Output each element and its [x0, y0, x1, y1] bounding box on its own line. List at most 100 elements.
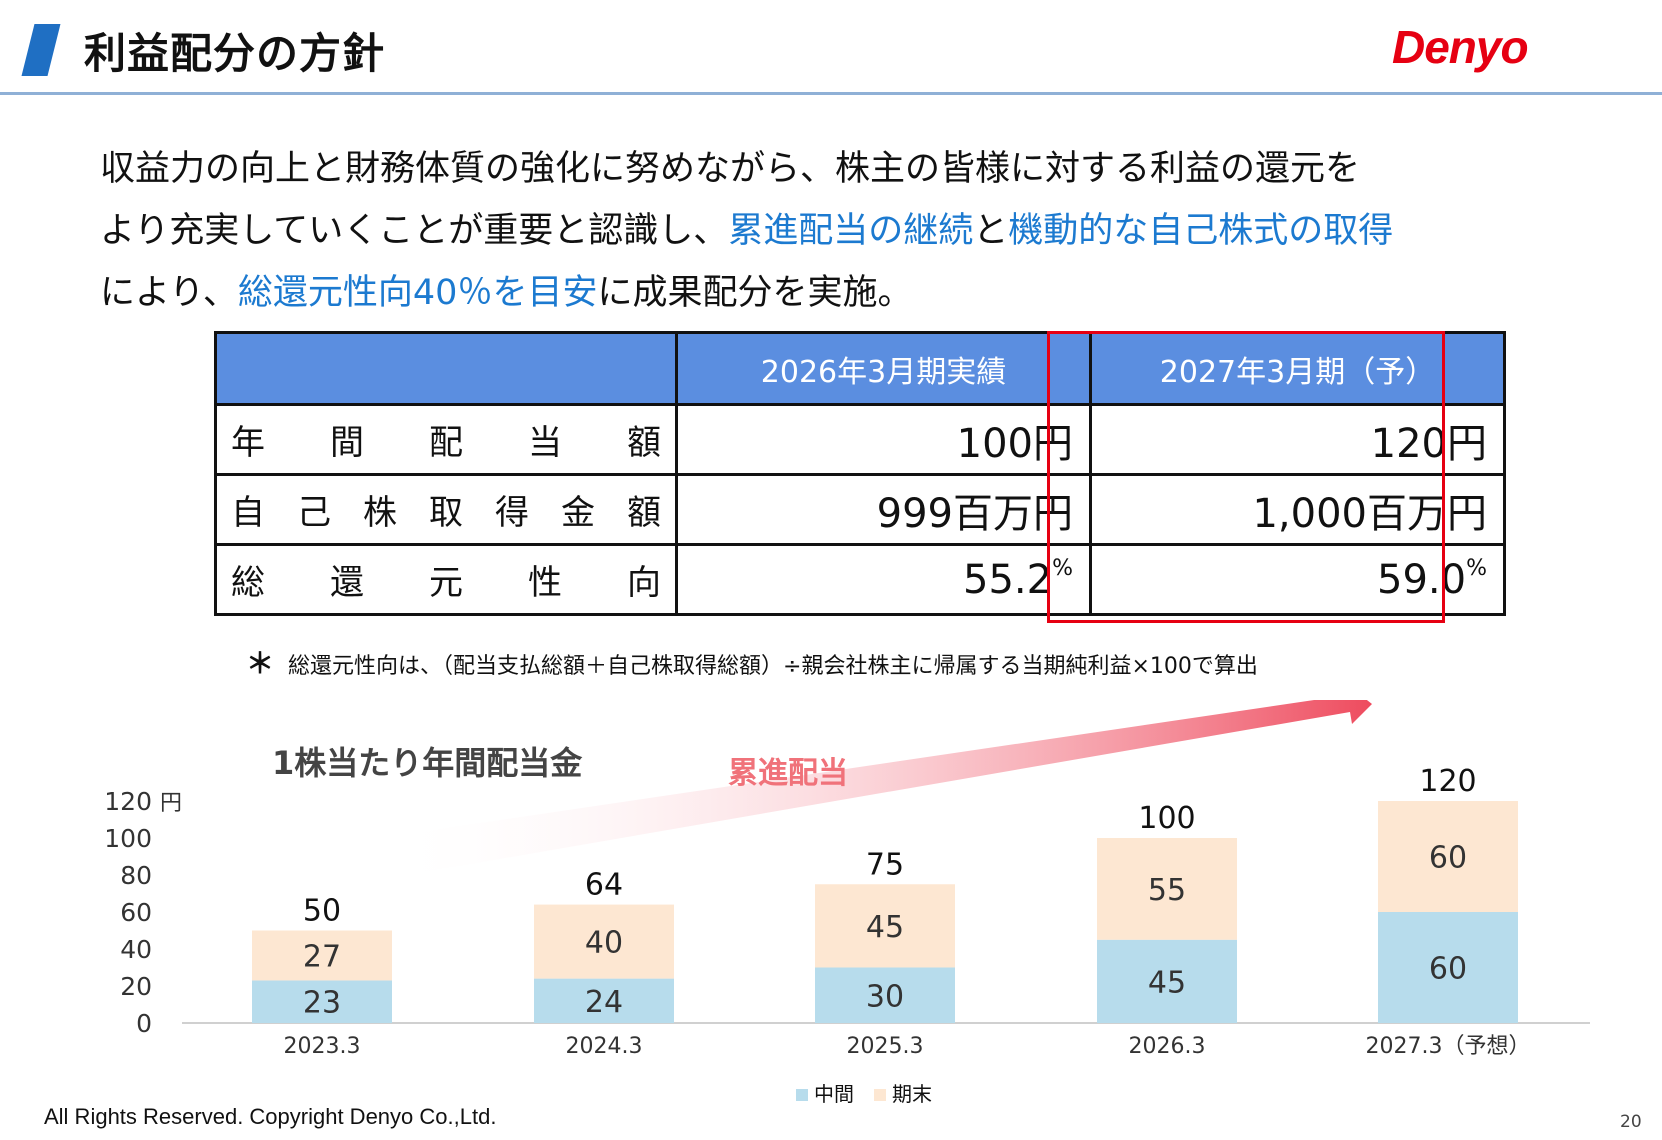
- bar-total-label: 100: [1138, 801, 1195, 836]
- y-tick-label: 40: [120, 935, 152, 964]
- bar-segment-interim: [1378, 912, 1518, 1023]
- label-char: 還: [330, 563, 364, 603]
- x-tick-label: 2024.3: [566, 1034, 643, 1059]
- row-label-annual-dividend: 年 間 配 当 額: [214, 403, 678, 476]
- table-header-2027: 2027年3月期（予）: [1089, 331, 1506, 406]
- legend-swatch: [874, 1089, 886, 1101]
- intro-line-1: 収益力の向上と財務体質の強化に努めながら、株主の皆様に対する利益の還元を: [100, 149, 1361, 189]
- bar-segment-yearend: [1378, 801, 1518, 912]
- label-char: 間: [330, 423, 364, 463]
- bar-segment-yearend: [252, 930, 392, 981]
- bar-data-label: 24: [585, 985, 623, 1020]
- intro-highlight: 総還元性向40％を目安: [237, 273, 598, 313]
- label-char: 株: [363, 493, 397, 533]
- label-char: 配: [429, 423, 463, 463]
- bar-segment-interim: [534, 978, 674, 1023]
- bar-data-label: 30: [866, 979, 904, 1014]
- y-tick-label: 80: [120, 861, 152, 890]
- percent-unit: %: [1466, 556, 1487, 581]
- ratio-value: 59.0: [1377, 557, 1467, 603]
- trend-arrow-shape: [385, 700, 1372, 878]
- cell-buyback-2026: 999百万円: [675, 473, 1092, 546]
- y-tick-label: 120: [104, 787, 152, 816]
- intro-text: により、: [100, 273, 238, 313]
- bar-total-label: 64: [585, 868, 623, 903]
- label-char: 己: [297, 493, 331, 533]
- bar-data-label: 45: [866, 910, 904, 945]
- trend-arrow: [385, 700, 1372, 878]
- label-char: 向: [627, 563, 661, 603]
- asterisk-mark: ＊: [246, 647, 275, 680]
- percent-unit: %: [1052, 556, 1073, 581]
- bar-segment-yearend: [815, 884, 955, 968]
- trend-label: 累進配当: [728, 756, 848, 791]
- bar-total-label: 120: [1419, 764, 1476, 799]
- bar-data-label: 40: [585, 926, 623, 961]
- intro-line-2: より充実していくことが重要と認識し、累進配当の継続と機動的な自己株式の取得: [100, 200, 1620, 262]
- shareholder-return-table: 2026年3月期実績 2027年3月期（予） 年 間 配 当 額 100円 12…: [214, 331, 1506, 616]
- legend-item-yearend: 期末: [874, 1078, 932, 1107]
- label-char: 得: [495, 493, 529, 533]
- y-tick-label: 0: [136, 1009, 152, 1038]
- table-header-blank: [214, 331, 678, 406]
- x-tick-label: 2025.3: [847, 1034, 924, 1059]
- x-tick-label: 2026.3: [1129, 1034, 1206, 1059]
- y-tick-label: 20: [120, 972, 152, 1001]
- bar-data-label: 23: [303, 986, 341, 1021]
- bar-total-label: 50: [303, 894, 341, 929]
- label-char: 自: [231, 493, 265, 533]
- label-char: 額: [627, 423, 661, 463]
- table-row: 年 間 配 当 額 100円 120円: [214, 403, 1506, 476]
- intro-highlight: 機動的な自己株式の取得: [1008, 211, 1394, 251]
- page-title: 利益配分の方針: [84, 29, 386, 78]
- company-logo: Denyo: [1392, 21, 1529, 73]
- x-tick-label: 2027.3（予想）: [1366, 1034, 1531, 1059]
- x-tick-label: 2023.3: [284, 1034, 361, 1059]
- label-char: 額: [627, 493, 661, 533]
- label-char: 年: [231, 423, 265, 463]
- forecast-highlight-frame: [1047, 331, 1445, 623]
- intro-text: と: [973, 211, 1009, 251]
- cell-dividend-2027: 120円: [1089, 403, 1506, 476]
- label-char: 元: [429, 563, 463, 603]
- intro-highlight: 累進配当の継続: [728, 211, 974, 251]
- label-char: 総: [231, 563, 265, 603]
- bar-segment-interim: [252, 980, 392, 1023]
- cell-buyback-2027: 1,000百万円: [1089, 473, 1506, 546]
- copyright-footer: All Rights Reserved. Copyright Denyo Co.…: [44, 1104, 497, 1129]
- footnote-text: 総還元性向は、（配当支払総額＋自己株取得総額）÷親会社株主に帰属する当期純利益×…: [288, 654, 1258, 679]
- header-divider: [0, 92, 1662, 95]
- bar-segment-yearend: [1097, 838, 1237, 940]
- bar-data-label: 60: [1429, 841, 1467, 876]
- table-row: 自 己 株 取 得 金 額 999百万円 1,000百万円: [214, 473, 1506, 546]
- bar-segment-yearend: [534, 904, 674, 979]
- bar-data-label: 45: [1148, 965, 1186, 1000]
- page-number: 20: [1620, 1112, 1642, 1132]
- intro-paragraph: 収益力の向上と財務体質の強化に努めながら、株主の皆様に対する利益の還元を より充…: [100, 138, 1620, 324]
- title-accent-bar: [21, 24, 61, 76]
- dividend-chart: 0 20 40 60 80 100 120 円 23 27 50 2023.3 24 40 64 2024.3…: [104, 700, 1590, 1059]
- chart-title: 1株当たり年間配当金: [272, 744, 583, 782]
- intro-text: に成果配分を実施。: [597, 273, 913, 313]
- row-label-total-return-ratio: 総 還 元 性 向: [214, 543, 678, 616]
- table-row: 総 還 元 性 向 55.2% 59.0%: [214, 543, 1506, 616]
- bar-segment-interim: [1097, 939, 1237, 1023]
- label-char: 取: [429, 493, 463, 533]
- table-header-row: 2026年3月期実績 2027年3月期（予）: [214, 331, 1506, 406]
- label-char: 当: [528, 423, 562, 463]
- row-label-buyback: 自 己 株 取 得 金 額: [214, 473, 678, 546]
- y-unit-label: 円: [160, 791, 182, 816]
- cell-ratio-2026: 55.2%: [675, 543, 1092, 616]
- bar-data-label: 55: [1148, 873, 1186, 908]
- bar-total-label: 75: [866, 847, 904, 882]
- label-char: 金: [561, 493, 595, 533]
- table-header-2026: 2026年3月期実績: [675, 331, 1092, 406]
- intro-text: より充実していくことが重要と認識し、: [100, 211, 729, 251]
- ratio-value: 55.2: [963, 557, 1053, 603]
- bar-data-label: 27: [303, 939, 341, 974]
- y-tick-label: 60: [120, 898, 152, 927]
- bar-segment-interim: [815, 967, 955, 1023]
- cell-ratio-2027: 59.0%: [1089, 543, 1506, 616]
- legend-swatch: [796, 1089, 808, 1101]
- footnote: ＊ 総還元性向は、（配当支払総額＋自己株取得総額）÷親会社株主に帰属する当期純利益…: [246, 642, 1258, 682]
